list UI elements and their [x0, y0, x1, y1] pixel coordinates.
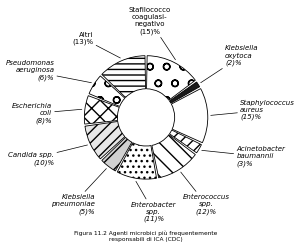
Wedge shape [84, 96, 119, 124]
Text: Pseudomonas
aeruginosa
(6)%: Pseudomonas aeruginosa (6)% [5, 61, 92, 83]
Wedge shape [171, 89, 208, 143]
Text: Escherichia
coli
(8)%: Escherichia coli (8)% [12, 103, 82, 124]
Wedge shape [169, 130, 201, 153]
Text: Enterococcus
spp.
(12)%: Enterococcus spp. (12)% [181, 172, 230, 215]
Wedge shape [147, 56, 195, 100]
Text: Klebsiella
oxytoca
(2)%: Klebsiella oxytoca (2)% [201, 45, 259, 83]
Text: Stafilococco
coagulasi-
negativo
(15)%: Stafilococco coagulasi- negativo (15)% [129, 7, 175, 60]
Wedge shape [117, 143, 157, 179]
Wedge shape [152, 135, 195, 178]
Text: Figura 11.2 Agenti microbici più frequentemente
responsabili di ICA (CDC): Figura 11.2 Agenti microbici più frequen… [74, 230, 218, 242]
Text: Klebsiella
pneumoniae
(5)%: Klebsiella pneumoniae (5)% [51, 169, 106, 215]
Text: Staphylococcus
aureus
(15)%: Staphylococcus aureus (15)% [211, 99, 295, 120]
Text: Acinetobacter
baumannii
(3)%: Acinetobacter baumannii (3)% [202, 146, 285, 167]
Text: Enterobacter
spp.
(11)%: Enterobacter spp. (11)% [131, 181, 176, 222]
Text: Candida spp.
(10)%: Candida spp. (10)% [8, 145, 88, 166]
Wedge shape [102, 56, 146, 98]
Wedge shape [169, 82, 200, 103]
Wedge shape [102, 137, 132, 171]
Wedge shape [89, 76, 125, 106]
Text: Altri
(13)%: Altri (13)% [72, 32, 120, 58]
Wedge shape [85, 122, 125, 159]
